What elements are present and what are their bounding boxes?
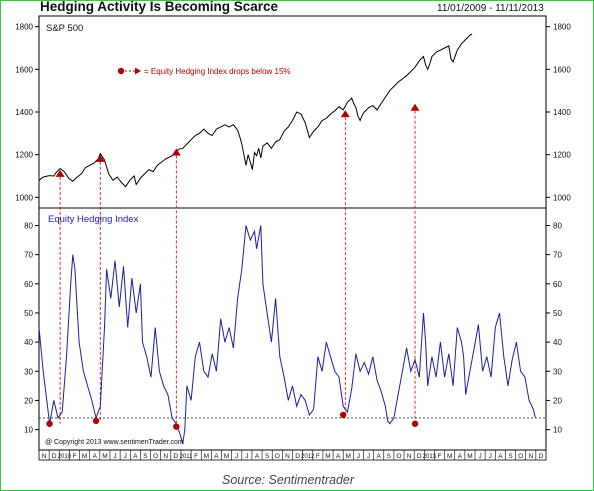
hedging-signal-marker <box>340 411 347 419</box>
x-tick-label: N <box>163 453 168 460</box>
sp500-ytick-label-left: 1000 <box>15 193 33 202</box>
chart-title: Hedging Activity Is Becoming Scarce <box>40 0 279 14</box>
hedging-ytick-label-right: 10 <box>553 426 562 435</box>
x-tick-label: N <box>285 453 290 460</box>
x-tick-label: O <box>153 453 158 460</box>
source-caption: Source: Sentimentrader <box>222 473 355 487</box>
sp500-signal-marker <box>95 154 105 162</box>
sp500-ytick-label-right: 1400 <box>553 108 571 117</box>
x-tick-label: D <box>295 453 300 460</box>
x-tick-label: S <box>508 453 513 460</box>
sp500-ytick-label-right: 1800 <box>553 23 571 32</box>
hedging-ytick-label-right: 30 <box>553 367 562 376</box>
sp500-ytick-label-left: 1200 <box>15 151 33 160</box>
sp500-signal-marker <box>55 169 65 177</box>
hedging-ytick-label-right: 20 <box>553 396 562 405</box>
x-tick-label: J <box>357 453 360 460</box>
x-tick-label: O <box>396 453 401 460</box>
sp500-ytick-label-left: 1400 <box>15 108 33 117</box>
x-tick-label: D <box>417 453 422 460</box>
x-tick-label: M <box>224 453 229 460</box>
hedging-ytick-label-left: 10 <box>24 426 33 435</box>
hedging-ytick-label-left: 20 <box>24 396 33 405</box>
x-tick-label: 2010 <box>58 454 72 460</box>
hedging-ytick-label-right: 50 <box>553 309 562 318</box>
x-tick-label: J <box>124 453 127 460</box>
hedging-ytick-label-left: 40 <box>24 338 33 347</box>
x-tick-label: A <box>133 453 138 460</box>
x-tick-label: M <box>82 453 87 460</box>
sp500-series-line <box>38 33 473 188</box>
x-tick-label: A <box>377 453 382 460</box>
legend-marker <box>117 67 125 75</box>
x-tick-label: J <box>245 453 248 460</box>
x-tick-label: M <box>346 453 351 460</box>
legend-arrow <box>135 67 141 75</box>
x-tick-label: A <box>93 453 98 460</box>
hedging-label: Equity Hedging Index <box>48 214 139 225</box>
x-tick-label: J <box>478 453 481 460</box>
x-tick-label: N <box>42 453 47 460</box>
sp500-ytick-label-left: 1800 <box>15 23 33 32</box>
hedging-signal-marker <box>173 423 180 430</box>
hedging-ytick-label-right: 40 <box>553 338 562 347</box>
hedging-ytick-label-right: 80 <box>553 221 562 230</box>
x-tick-label: 2013 <box>423 454 437 460</box>
x-tick-label: M <box>325 453 330 460</box>
x-tick-label: O <box>275 453 280 460</box>
x-tick-label: S <box>143 453 148 460</box>
x-tick-label: N <box>528 453 533 460</box>
x-tick-label: D <box>52 453 57 460</box>
hedging-signal-marker <box>411 420 419 427</box>
hedging-signal-marker <box>92 417 100 425</box>
hedging-series-line <box>38 225 536 445</box>
x-tick-label: 2012 <box>301 454 315 460</box>
x-tick-label: M <box>204 453 209 460</box>
sp500-ytick-label-right: 1200 <box>553 151 571 160</box>
x-tick-label: O <box>518 453 523 460</box>
hedging-ytick-label-left: 30 <box>24 367 33 376</box>
x-tick-label: F <box>194 453 198 460</box>
x-tick-label: J <box>235 453 238 460</box>
sp500-signal-marker <box>340 110 350 118</box>
x-tick-label: A <box>336 453 341 460</box>
x-tick-label: 2011 <box>180 454 194 460</box>
sp500-ytick-label-right: 1000 <box>553 193 571 202</box>
x-tick-label: S <box>265 453 270 460</box>
hedging-ytick-label-left: 60 <box>24 280 33 289</box>
x-tick-label: A <box>498 453 503 460</box>
x-tick-label: M <box>467 453 472 460</box>
x-tick-label: J <box>367 453 370 460</box>
copyright-text: @ Copyright 2013 www.sentimenTrader.com <box>45 439 184 446</box>
x-tick-label: F <box>316 453 320 460</box>
x-tick-label: M <box>447 453 452 460</box>
legend-text: = Equity Hedging Index drops below 15% <box>144 67 291 76</box>
x-tick-label: F <box>72 453 76 460</box>
sp500-label: S&P 500 <box>46 23 83 34</box>
x-tick-label: F <box>438 453 442 460</box>
sp500-signal-marker <box>171 148 181 156</box>
date-range: 11/01/2009 - 11/11/2013 <box>437 3 544 14</box>
x-tick-label: M <box>102 453 107 460</box>
x-tick-label: J <box>113 453 116 460</box>
plot-border <box>38 15 547 451</box>
hedging-ytick-label-right: 60 <box>553 280 562 289</box>
x-tick-label: S <box>387 453 392 460</box>
x-tick-label: A <box>255 453 260 460</box>
sp500-ytick-label-right: 1600 <box>553 65 571 74</box>
hedging-ytick-label-left: 80 <box>24 221 33 230</box>
hedging-ytick-label-right: 70 <box>553 251 562 260</box>
x-tick-label: A <box>458 453 463 460</box>
x-tick-label: A <box>214 453 219 460</box>
hedging-signal-marker <box>46 420 53 427</box>
sp500-signal-marker <box>410 103 420 111</box>
sp500-ytick-label-left: 1600 <box>15 65 33 74</box>
x-tick-label: J <box>489 453 492 460</box>
hedging-ytick-label-left: 50 <box>24 309 33 318</box>
x-tick-label: D <box>539 453 544 460</box>
hedging-ytick-label-left: 70 <box>24 251 33 260</box>
x-tick-label: D <box>174 453 179 460</box>
x-tick-label: N <box>407 453 412 460</box>
